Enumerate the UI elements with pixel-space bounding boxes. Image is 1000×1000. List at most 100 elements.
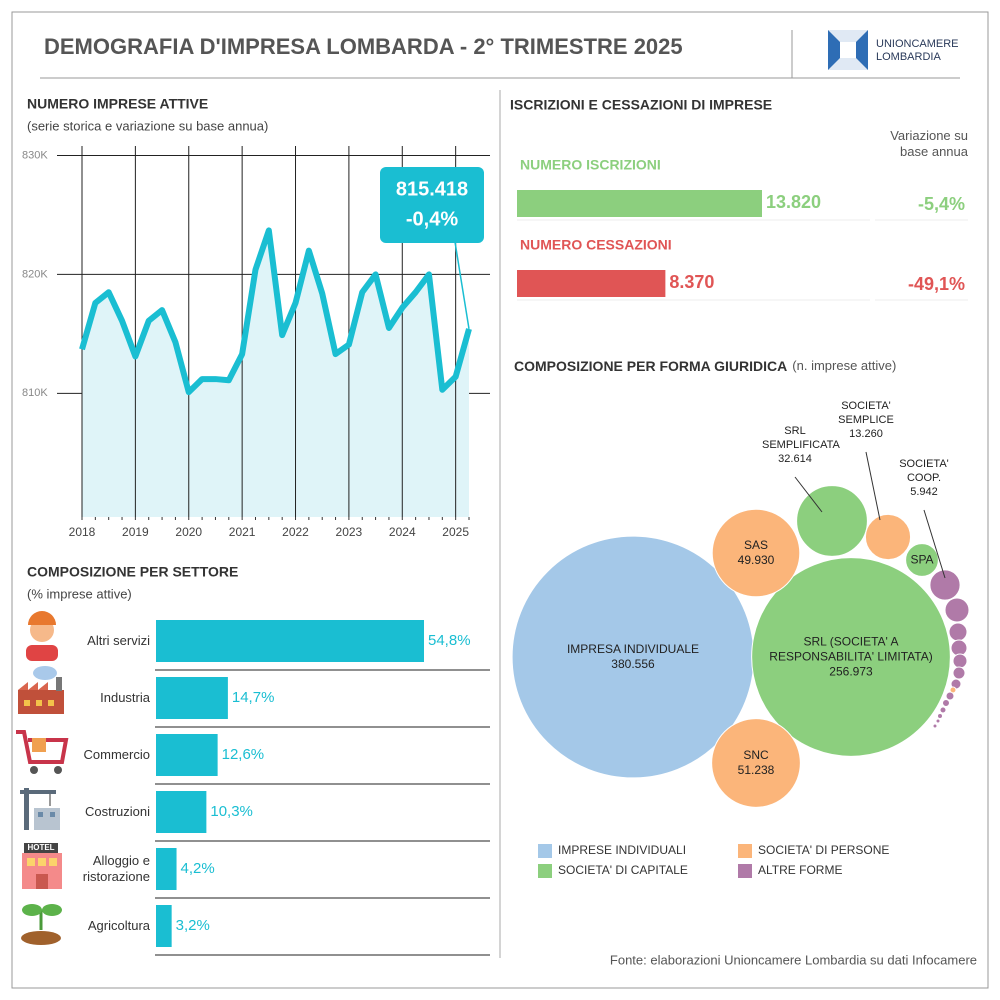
bubble-label: SRL (SOCIETA' A RESPONSABILITA' LIMITATA… (765, 635, 937, 680)
y-tick-label: 820K (22, 268, 48, 280)
page-title: DEMOGRAFIA D'IMPRESA LOMBARDA - 2° TRIME… (44, 34, 683, 59)
bubble-value: 51.238 (737, 763, 775, 777)
bubble (935, 718, 941, 724)
bubble-name: SAS (743, 538, 768, 552)
bubble-label: SPA (907, 553, 937, 568)
bubble (936, 712, 944, 720)
bar (156, 905, 172, 947)
value-label: 54,8% (428, 632, 471, 649)
logo-mark (828, 30, 868, 70)
change-label: -49,1% (908, 274, 965, 294)
bubble (941, 698, 951, 708)
bubble-name: IMPRESA INDIVIDUALE (566, 642, 700, 656)
x-tick-label: 2021 (229, 525, 256, 539)
x-tick-label: 2020 (175, 525, 202, 539)
bubble (864, 513, 912, 561)
y-tick-label: 810K (22, 387, 48, 399)
legend-label: SOCIETA' DI PERSONE (758, 843, 889, 857)
legend-swatch (538, 844, 552, 858)
bubble-name: SNC (743, 748, 769, 762)
bubble-label: SOCIETA' SEMPLICE 13.260 (821, 400, 911, 441)
category-label: Costruzioni (84, 803, 150, 819)
icon-commerce (16, 730, 69, 774)
category-label: Commercio (83, 746, 150, 762)
category-label: NUMERO CESSAZIONI (520, 237, 672, 253)
annotation: -0,4% (406, 208, 458, 230)
x-tick-label: 2019 (122, 525, 149, 539)
chart-title: NUMERO IMPRESE ATTIVE (27, 96, 208, 112)
bubble (948, 622, 968, 642)
area (82, 230, 469, 518)
bubble (939, 706, 947, 714)
chart-title-text: COMPOSIZIONE PER FORMA GIURIDICA (514, 358, 787, 374)
bar (156, 620, 424, 662)
x-tick-label: 2024 (389, 525, 416, 539)
chart-title: ISCRIZIONI E CESSAZIONI DI IMPRESE (510, 97, 772, 113)
bar (517, 190, 762, 217)
legend-swatch (738, 864, 752, 878)
icon-industry (18, 666, 64, 714)
bubble-value: 32.614 (778, 452, 812, 465)
value-label: 10,3% (210, 803, 253, 820)
bubble-value: 13.260 (849, 427, 883, 440)
legend-swatch (738, 844, 752, 858)
bubble-value: 49.930 (737, 553, 775, 567)
annotation-leader (454, 241, 470, 330)
logo-text: LOMBARDIA (876, 51, 941, 63)
category-label: Altri servizi (87, 632, 150, 648)
chart-subtitle: (n. imprese attive) (792, 358, 896, 373)
bubble-name: SRL SEMPLIFICATA (762, 425, 840, 451)
bubble-name: SOCIETA' COOP. (899, 458, 949, 484)
bubble-label: SAS 49.930 (721, 538, 791, 568)
svg-text:HOTEL: HOTEL (27, 843, 54, 852)
category-label: Alloggio e ristorazione (82, 852, 150, 884)
bar (517, 270, 666, 297)
bubble (711, 508, 801, 598)
value-label: 12,6% (222, 746, 265, 763)
chart-title: COMPOSIZIONE PER SETTORE (27, 564, 238, 580)
value-label: 14,7% (232, 689, 275, 706)
bubble-label: SNC 51.238 (721, 748, 791, 778)
value-label: 8.370 (669, 272, 714, 292)
x-tick-label: 2018 (69, 525, 96, 539)
bubble (945, 691, 955, 701)
frame (11, 11, 989, 989)
bubble (952, 653, 968, 669)
legend-label: SOCIETA' DI CAPITALE (558, 863, 688, 877)
bubble-name: SPA (910, 552, 934, 567)
bubble (929, 569, 961, 601)
category-label: Agricoltura (87, 917, 150, 933)
annotation-box (380, 167, 484, 243)
x-tick-label: 2025 (442, 525, 469, 539)
value-label: 13.820 (766, 192, 821, 212)
bubble (944, 597, 970, 623)
bar (156, 734, 218, 776)
category-label: Industria (100, 689, 150, 705)
category-label: NUMERO ISCRIZIONI (520, 157, 661, 173)
bubble-name: SRL (SOCIETA' A RESPONSABILITA' LIMITATA… (769, 634, 933, 664)
icon-agriculture (21, 904, 62, 945)
icon-hotel: HOTEL (22, 843, 62, 889)
chart-subtitle: (% imprese attive) (27, 586, 132, 601)
change-header: Variazione su base annua (890, 128, 968, 160)
chart-title: COMPOSIZIONE PER FORMA GIURIDICA (n. impr… (514, 358, 896, 374)
icon-construction (20, 788, 60, 830)
leader-line (794, 476, 823, 513)
y-tick-label: 830K (22, 149, 48, 161)
leader-line (865, 451, 881, 521)
bubble-value: 380.556 (611, 657, 655, 671)
line (79, 227, 472, 396)
bubble-name: SOCIETA' SEMPLICE (838, 400, 894, 426)
bubble-label: SOCIETA' COOP. 5.942 (879, 458, 969, 499)
bubble-value: 256.973 (829, 664, 873, 679)
bubble-label: SRL SEMPLIFICATA 32.614 (750, 425, 840, 466)
bubble (751, 557, 951, 757)
bar (156, 848, 177, 890)
source-note: Fonte: elaborazioni Unioncamere Lombardi… (610, 952, 977, 967)
annotation: 815.418 (396, 178, 468, 200)
legend-label: IMPRESE INDIVIDUALI (558, 843, 686, 857)
bubble (711, 718, 801, 808)
bar (156, 677, 228, 719)
